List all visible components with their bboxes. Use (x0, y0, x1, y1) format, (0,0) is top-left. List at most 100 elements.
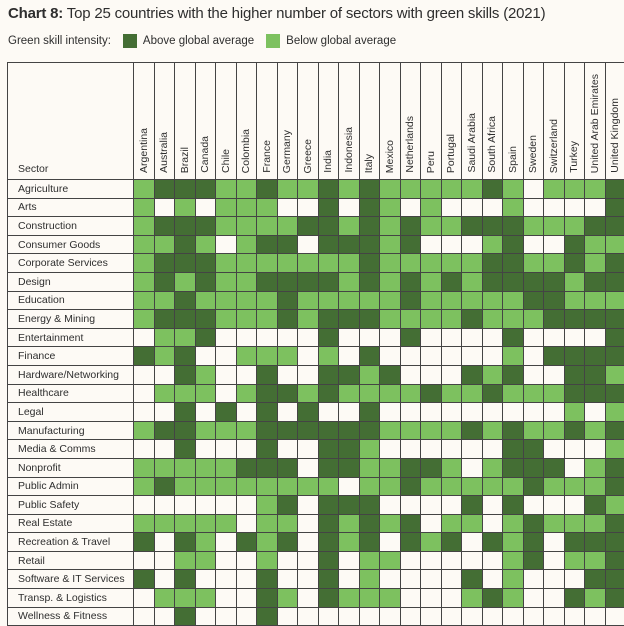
heatmap-cell (399, 383, 421, 404)
legend-swatch-above (122, 34, 137, 48)
heatmap-cell (604, 588, 624, 608)
table-row: Software & IT Services (7, 569, 624, 590)
heatmap-cell (297, 234, 319, 255)
heatmap-cell (379, 253, 401, 273)
heatmap-cell (317, 476, 339, 497)
table-row: Media & Comms (7, 439, 624, 459)
heatmap-cell (379, 606, 401, 626)
heatmap-cell (194, 234, 216, 255)
heatmap-cell (522, 532, 544, 552)
country-header: Italy (358, 62, 380, 180)
heatmap-cell (358, 495, 380, 515)
heatmap-cell (563, 383, 585, 404)
heatmap-cell (440, 253, 462, 273)
heatmap-cell (563, 569, 585, 590)
heatmap-cell (338, 550, 360, 571)
heatmap-cell (317, 420, 339, 441)
heatmap-cell (317, 457, 339, 478)
heatmap-cell (317, 179, 339, 199)
heatmap-cell (276, 271, 298, 292)
heatmap-cell (584, 309, 606, 329)
table-row: Public Admin (7, 476, 624, 497)
heatmap-cell (461, 197, 483, 218)
heatmap-cell (358, 271, 380, 292)
heatmap-cell (502, 271, 524, 292)
heatmap-cell (174, 383, 196, 404)
sector-label: Education (7, 290, 134, 311)
heatmap-cell (338, 569, 360, 590)
heatmap-cell (317, 234, 339, 255)
heatmap-cell (481, 327, 503, 348)
heatmap-cell (502, 457, 524, 478)
heatmap-cell (481, 309, 503, 329)
heatmap-cell (399, 234, 421, 255)
heatmap-cell (543, 234, 565, 255)
heatmap-cell (358, 532, 380, 552)
heatmap-cell (440, 495, 462, 515)
heatmap-cell (379, 309, 401, 329)
table-row: Legal (7, 402, 624, 422)
heatmap-cell (481, 476, 503, 497)
heatmap-cell (317, 253, 339, 273)
country-header: United Arab Emirates (584, 62, 606, 180)
heatmap-cell (584, 216, 606, 236)
heatmap-cell (481, 290, 503, 311)
heatmap-cell (215, 495, 237, 515)
heatmap-cell (174, 495, 196, 515)
country-label: United Arab Emirates (588, 73, 601, 173)
heatmap-cell (420, 532, 442, 552)
heatmap-cell (481, 179, 503, 199)
heatmap-cell (215, 513, 237, 534)
heatmap-cell (399, 216, 421, 236)
heatmap-cell (153, 364, 175, 385)
heatmap-cell (399, 513, 421, 534)
heatmap-cell (604, 550, 624, 571)
heatmap-cell (584, 588, 606, 608)
heatmap-cell (522, 364, 544, 385)
heatmap-cell (358, 197, 380, 218)
legend-label-below: Below global average (286, 35, 397, 47)
heatmap-cell (563, 234, 585, 255)
heatmap-cell (153, 179, 175, 199)
heatmap-cell (276, 606, 298, 626)
heatmap-cell (133, 588, 155, 608)
heatmap-cell (379, 216, 401, 236)
heatmap-cell (543, 550, 565, 571)
heatmap-cell (481, 216, 503, 236)
heatmap-cell (235, 364, 257, 385)
heatmap-cell (338, 532, 360, 552)
heatmap-cell (276, 364, 298, 385)
country-header: Switzerland (543, 62, 565, 180)
heatmap-cell (502, 550, 524, 571)
heatmap-cell (215, 569, 237, 590)
heatmap-cell (215, 179, 237, 199)
heatmap-cell (235, 606, 257, 626)
heatmap-cell (604, 402, 624, 422)
heatmap-cell (584, 346, 606, 366)
heatmap-cell (563, 216, 585, 236)
heatmap-cell (543, 439, 565, 459)
heatmap-cell (215, 346, 237, 366)
heatmap-cell (584, 606, 606, 626)
country-header: Argentina (133, 62, 155, 180)
sector-label: Transp. & Logistics (7, 588, 134, 608)
heatmap-cell (153, 271, 175, 292)
heatmap-cell (297, 550, 319, 571)
heatmap-cell (502, 179, 524, 199)
heatmap-cell (297, 495, 319, 515)
heatmap-cell (153, 588, 175, 608)
heatmap-cell (604, 383, 624, 404)
heatmap-cell (256, 309, 278, 329)
heatmap-cell (543, 179, 565, 199)
heatmap-cell (543, 346, 565, 366)
heatmap-cell (317, 439, 339, 459)
heatmap-cell (276, 290, 298, 311)
heatmap-cell (297, 588, 319, 608)
heatmap-cell (543, 253, 565, 273)
heatmap-cell (153, 457, 175, 478)
heatmap-cell (543, 513, 565, 534)
heatmap-cell (256, 550, 278, 571)
heatmap-cell (256, 234, 278, 255)
heatmap-cell (440, 346, 462, 366)
heatmap-cell (522, 327, 544, 348)
